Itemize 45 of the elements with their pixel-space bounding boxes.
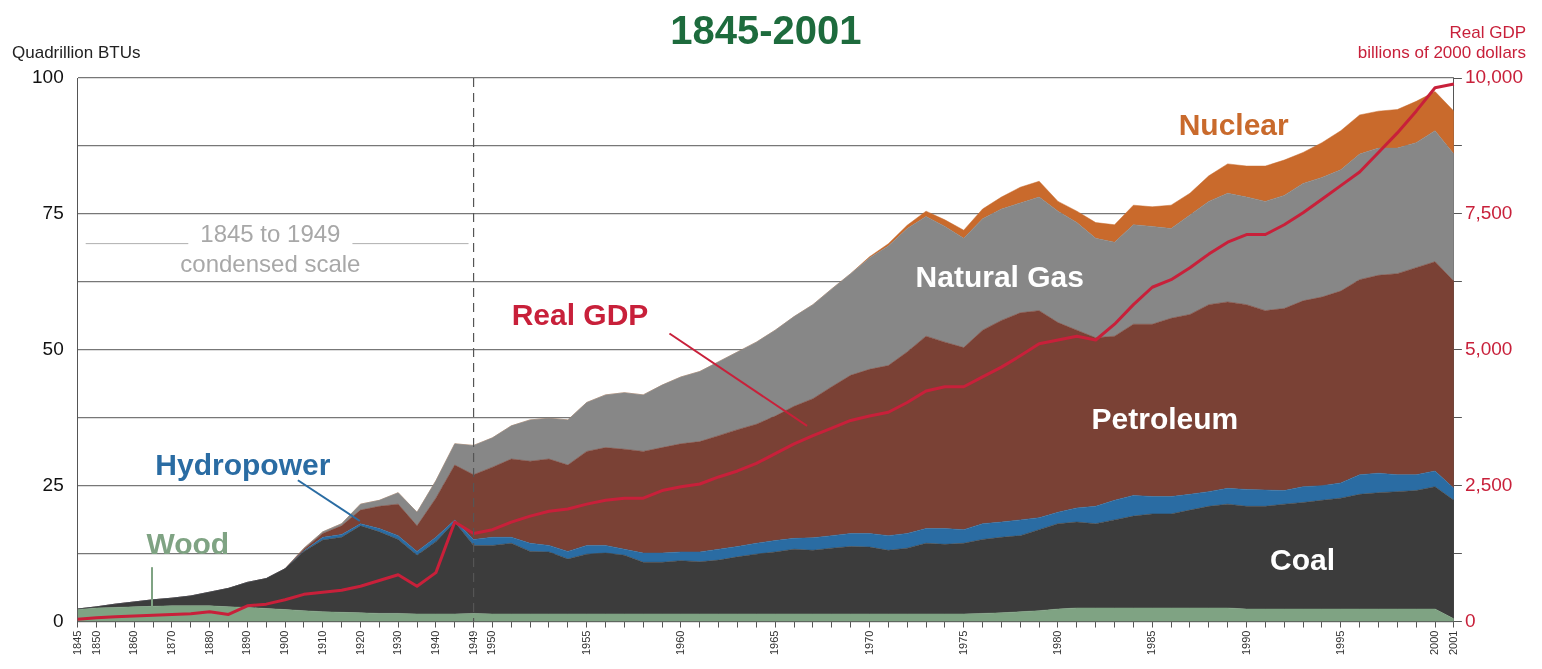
series-label: Hydropower bbox=[155, 447, 331, 481]
x-tick-label: 1890 bbox=[240, 630, 253, 656]
x-tick-label: 1900 bbox=[278, 630, 291, 656]
x-tick-label: 1955 bbox=[579, 630, 592, 656]
x-tick-label: 1960 bbox=[673, 630, 686, 656]
x-tick-label: 1880 bbox=[202, 630, 215, 656]
x-tick-label: 1975 bbox=[956, 630, 969, 656]
y2-tick-label: 7,500 bbox=[1464, 202, 1513, 224]
x-tick-label: 1910 bbox=[315, 630, 328, 656]
y2-tick-label: 2,500 bbox=[1464, 473, 1513, 495]
x-tick-label: 1950 bbox=[485, 630, 498, 656]
chart-title: 1845-2001 bbox=[670, 8, 862, 52]
series-label: Coal bbox=[1270, 543, 1336, 577]
x-tick-label: 1870 bbox=[164, 630, 177, 656]
x-tick-label: 1940 bbox=[428, 630, 441, 656]
series-label: Nuclear bbox=[1178, 108, 1290, 142]
y2-tick-label: 10,000 bbox=[1464, 66, 1524, 88]
x-tick-label: 1949 bbox=[466, 630, 479, 656]
x-tick-label: 1965 bbox=[768, 630, 781, 656]
y-tick-label: 50 bbox=[42, 338, 64, 359]
y-axis-title: Quadrillion BTUs bbox=[12, 43, 141, 62]
y2-axis-title: Real GDP billions of 2000 dollars bbox=[1357, 23, 1526, 62]
x-tick-label: 1970 bbox=[862, 630, 875, 656]
x-tick-label: 1860 bbox=[127, 630, 140, 656]
x-tick-label: 1850 bbox=[89, 630, 102, 656]
x-tick-label: 1990 bbox=[1239, 630, 1252, 656]
text: Real GDP bbox=[511, 298, 649, 332]
y-tick-label: 100 bbox=[32, 66, 64, 88]
series-label: Wood bbox=[146, 526, 230, 560]
y-tick-label: 75 bbox=[42, 202, 64, 224]
x-tick-label: 2000 bbox=[1428, 630, 1441, 656]
x-tick-label: 1980 bbox=[1051, 630, 1064, 656]
x-tick-label: 1985 bbox=[1145, 630, 1158, 656]
x-tick-label: 1995 bbox=[1333, 630, 1346, 656]
y2-tick-label: 5,000 bbox=[1464, 338, 1513, 359]
x-tick-label: 1930 bbox=[391, 630, 404, 656]
annotation: 1845 to 1949 condensed scale bbox=[180, 220, 361, 278]
series-label: Petroleum bbox=[1091, 401, 1239, 435]
series-label: Natural Gas bbox=[915, 260, 1084, 294]
x-tick-label: 1845 bbox=[70, 630, 83, 656]
x-tick-label: 1920 bbox=[353, 630, 366, 656]
x-tick-label: 2001 bbox=[1446, 630, 1459, 656]
y2-tick-label: 0 bbox=[1464, 609, 1476, 631]
y-tick-label: 0 bbox=[53, 609, 64, 631]
y-tick-label: 25 bbox=[42, 473, 64, 495]
